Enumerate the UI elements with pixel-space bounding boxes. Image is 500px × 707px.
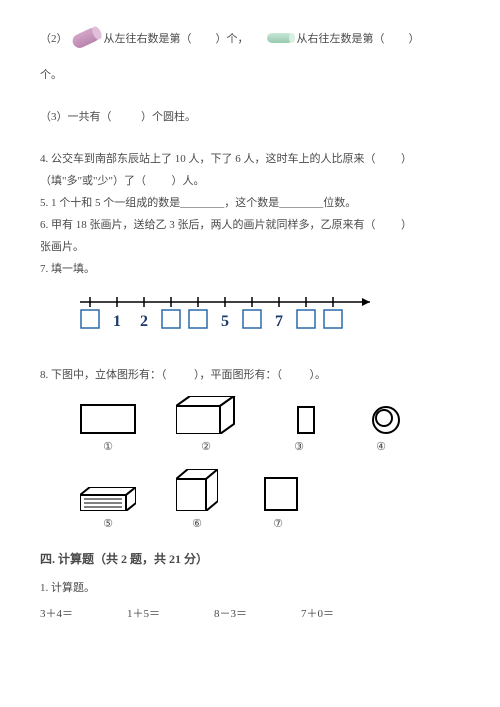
q4-l1: 4. 公交车到南部东辰站上了 10 人，下了 6 人，这时车上的人比原来（ bbox=[40, 153, 376, 165]
q6-b: ） bbox=[401, 219, 412, 231]
shape-rectangle bbox=[80, 404, 136, 434]
section4-q1: 1. 计算题。 bbox=[40, 579, 460, 595]
q3-tail: ）个圆柱。 bbox=[141, 111, 196, 123]
q3-text: （3）一共有（ bbox=[40, 111, 112, 123]
expr-4: 7＋0＝ bbox=[301, 605, 334, 621]
q2-part1b: ）个， bbox=[216, 30, 249, 46]
shape-label-4: ④ bbox=[362, 440, 400, 453]
q6-a: 6. 甲有 18 张画片，送给乙 3 张后，两人的画片就同样多，乙原来有（ bbox=[40, 219, 376, 231]
shape-small-rectangle bbox=[297, 406, 315, 434]
shape-flat-cuboid bbox=[80, 487, 136, 511]
question-3: （3）一共有（ ）个圆柱。 bbox=[40, 108, 460, 124]
expr-2: 1＋5＝ bbox=[127, 605, 160, 621]
question-6-line2: 张画片。 bbox=[40, 238, 460, 254]
q8-text: 8. 下图中，立体图形有：（ bbox=[40, 369, 167, 381]
shape-ring bbox=[372, 406, 400, 434]
q4-l1b: ） bbox=[401, 153, 412, 165]
shape-label-5: ⑤ bbox=[80, 517, 136, 530]
section-4-title: 四. 计算题（共 2 题，共 21 分） bbox=[40, 550, 460, 567]
q2-prefix: （2） bbox=[40, 30, 68, 46]
shape-cuboid bbox=[176, 396, 236, 434]
shape-square bbox=[264, 477, 298, 511]
shape-label-7: ⑦ bbox=[258, 517, 298, 530]
svg-text:5: 5 bbox=[221, 313, 229, 330]
expr-3: 8－3＝ bbox=[214, 605, 247, 621]
question-4-line2: （填"多"或"少"）了（ ）人。 bbox=[40, 172, 460, 188]
q2-part2a: 从右往左数是第（ bbox=[297, 30, 385, 46]
shape-label-6: ⑥ bbox=[176, 517, 218, 530]
shape-label-2: ② bbox=[176, 440, 236, 453]
question-2-row: （2） 从左往右数是第（ ）个， 从右往左数是第（ ） bbox=[40, 30, 460, 46]
pink-cylinder-icon bbox=[70, 26, 101, 51]
calc-row: 3＋4＝ 1＋5＝ 8－3＝ 7＋0＝ bbox=[40, 605, 460, 621]
shapes-row-1 bbox=[80, 396, 460, 434]
labels-row-2: ⑤ ⑥ ⑦ bbox=[80, 517, 460, 530]
shapes-row-2 bbox=[80, 469, 460, 511]
expr-1: 3＋4＝ bbox=[40, 605, 73, 621]
question-6-line1: 6. 甲有 18 张画片，送给乙 3 张后，两人的画片就同样多，乙原来有（ ） bbox=[40, 216, 460, 232]
q4-l2a: （填"多"或"少"）了（ bbox=[40, 175, 146, 187]
q8-mid: ），平面图形有：（ bbox=[194, 369, 282, 381]
svg-text:2: 2 bbox=[140, 313, 148, 330]
q8-tail: ）。 bbox=[310, 369, 327, 381]
question-8: 8. 下图中，立体图形有：（ ），平面图形有：（ ）。 bbox=[40, 366, 460, 382]
question-7-title: 7. 填一填。 bbox=[40, 260, 460, 276]
number-line-svg: 1 2 5 7 bbox=[70, 288, 390, 348]
question-5: 5. 1 个十和 5 个一组成的数是________，这个数是________位… bbox=[40, 194, 460, 210]
q2-part2b: ） bbox=[409, 30, 420, 46]
shape-label-1: ① bbox=[80, 440, 136, 453]
svg-text:7: 7 bbox=[275, 313, 283, 330]
q4-l2b: ）人。 bbox=[171, 175, 204, 187]
number-line: 1 2 5 7 bbox=[70, 288, 460, 348]
q2-part1a: 从左往右数是第（ bbox=[104, 30, 192, 46]
green-cylinder-icon bbox=[267, 33, 293, 43]
question-4-line1: 4. 公交车到南部东辰站上了 10 人，下了 6 人，这时车上的人比原来（ ） bbox=[40, 150, 460, 166]
shape-cube bbox=[176, 469, 218, 511]
shape-small-rect-wrap bbox=[276, 406, 322, 434]
svg-text:1: 1 bbox=[113, 313, 121, 330]
shape-label-3: ③ bbox=[276, 440, 322, 453]
q2-tail: 个。 bbox=[40, 66, 460, 82]
shapes-grid: ① ② ③ ④ ⑤ ⑥ ⑦ bbox=[80, 396, 460, 530]
labels-row-1: ① ② ③ ④ bbox=[80, 440, 460, 453]
